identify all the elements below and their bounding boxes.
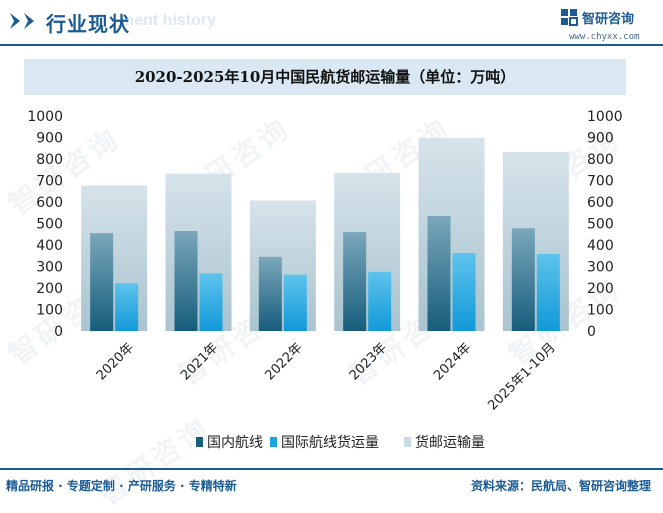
- y-tick-label-right: 500: [587, 217, 614, 233]
- bar-international: [115, 283, 139, 331]
- logo-name: 智研咨询: [582, 12, 635, 27]
- bar-chart: 0 100 200 300 400 500 600 700 800 900 1000 0 100 200…: [27, 109, 623, 451]
- y-tick-label-left: 100: [36, 303, 63, 319]
- legend-label: 货邮运输量: [415, 434, 485, 451]
- y-tick-label-left: 600: [36, 195, 63, 211]
- y-tick-label-left: 800: [36, 152, 63, 168]
- logo-url: www.chyxx.com: [569, 32, 640, 42]
- x-tick-label: 2023年: [347, 340, 390, 383]
- bar-international: [199, 273, 223, 331]
- y-tick-label-right: 600: [587, 195, 614, 211]
- header-divider: [0, 44, 663, 46]
- y-tick-label-right: 300: [587, 260, 614, 276]
- y-tick-label-left: 200: [36, 281, 63, 297]
- legend-label: 国际航线货运量: [281, 434, 379, 451]
- bar-domestic: [174, 231, 198, 331]
- x-tick-label: 2020年: [94, 340, 137, 383]
- bar-domestic: [90, 233, 114, 331]
- bar-domestic: [511, 228, 535, 331]
- y-tick-label-left: 0: [54, 324, 63, 340]
- bar-domestic: [258, 256, 282, 331]
- logo-icon: [561, 9, 578, 26]
- bar-international: [536, 254, 560, 331]
- y-tick-label-right: 100: [587, 303, 614, 319]
- y-tick-label-right: 700: [587, 174, 614, 190]
- y-tick-label-left: 900: [36, 131, 63, 147]
- x-tick-label: 2021年: [178, 340, 221, 383]
- footer-divider: [0, 468, 663, 470]
- bar-domestic: [427, 215, 451, 331]
- y-tick-label-left: 700: [36, 174, 63, 190]
- bar-domestic: [343, 232, 367, 331]
- legend-swatch: [270, 437, 277, 447]
- legend-label: 国内航线: [207, 435, 263, 451]
- y-tick-label-right: 900: [587, 131, 614, 147]
- y-tick-label-right: 400: [587, 238, 614, 254]
- x-tick-label: 2022年: [262, 340, 305, 383]
- y-tick-label-right: 0: [587, 324, 596, 340]
- y-tick-label-left: 300: [36, 260, 63, 276]
- footer-source: 资料来源：民航局、智研咨询整理: [470, 479, 651, 493]
- bar-international: [283, 274, 307, 331]
- y-tick-label-right: 200: [587, 281, 614, 297]
- x-tick-label: 2024年: [431, 340, 474, 383]
- footer-slogan: 精品研报 · 专题定制 · 产研服务 · 专精特新: [6, 479, 237, 493]
- footer: 精品研报 · 专题定制 · 产研服务 · 专精特新 资料来源：民航局、智研咨询整…: [0, 468, 663, 499]
- bar-international: [368, 271, 392, 331]
- header-ghost-text: ment history: [120, 12, 217, 29]
- chart-title-band: [24, 59, 626, 95]
- page-title: 行业现状: [46, 12, 130, 36]
- legend-swatch: [404, 437, 411, 447]
- bar-international: [452, 252, 476, 331]
- legend-swatch: [196, 437, 203, 447]
- y-tick-label-left: 500: [36, 217, 63, 233]
- chevron-right-icon: [10, 13, 20, 29]
- y-tick-label-left: 400: [36, 238, 63, 254]
- chevron-right-icon: [24, 13, 34, 29]
- y-tick-label-right: 800: [587, 152, 614, 168]
- chart-title: 2020-2025年10月中国民航货邮运输量（单位：万吨）: [134, 68, 516, 86]
- header: ment history 行业现状 智研咨询 www.chyxx.com: [0, 0, 663, 46]
- x-tick-label: 2025年1-10月: [485, 340, 558, 413]
- y-tick-label-left: 1000: [27, 109, 63, 125]
- y-tick-label-right: 1000: [587, 109, 623, 125]
